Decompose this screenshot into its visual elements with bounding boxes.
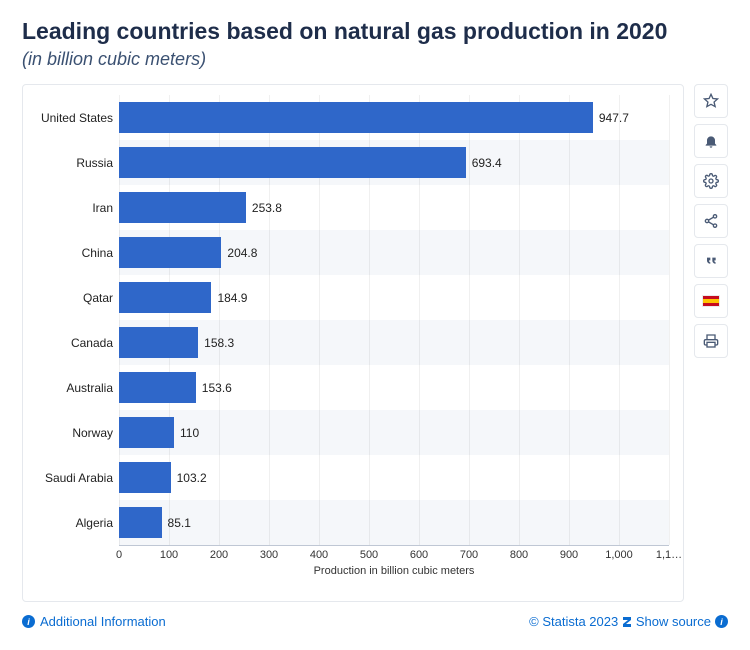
x-tick-label: 300 [260,549,278,561]
language-button[interactable] [694,284,728,318]
x-tick-label: 800 [510,549,528,561]
additional-info-link[interactable]: i Additional Information [22,614,166,629]
bar[interactable] [119,417,174,448]
x-tick-label: 600 [410,549,428,561]
additional-info-label: Additional Information [40,614,166,629]
favorite-button[interactable] [694,84,728,118]
print-button[interactable] [694,324,728,358]
value-label: 693.4 [472,156,502,170]
x-tick-label: 100 [160,549,178,561]
x-tick-label: 700 [460,549,478,561]
x-tick-label: 0 [116,549,122,561]
category-label: Canada [27,336,113,350]
value-label: 103.2 [177,471,207,485]
bar[interactable] [119,102,593,133]
value-label: 184.9 [217,291,247,305]
category-label: China [27,246,113,260]
bar[interactable] [119,507,162,538]
bar[interactable] [119,327,198,358]
bar-row: Qatar184.9 [119,275,669,320]
x-tick-label: 200 [210,549,228,561]
x-axis: 01002003004005006007008009001,0001,1… Pr… [119,545,669,587]
bar[interactable] [119,192,246,223]
bar[interactable] [119,237,221,268]
value-label: 204.8 [227,246,257,260]
bar-row: United States947.7 [119,95,669,140]
alert-button[interactable] [694,124,728,158]
copyright: © Statista 2023 [529,614,632,629]
bar-row: China204.8 [119,230,669,275]
category-label: Norway [27,426,113,440]
info-icon: i [22,615,35,628]
bar-row: Norway110 [119,410,669,455]
category-label: Russia [27,156,113,170]
bar-row: Russia693.4 [119,140,669,185]
category-label: Australia [27,381,113,395]
category-label: Qatar [27,291,113,305]
show-source-link[interactable]: Show source i [636,614,728,629]
value-label: 253.8 [252,201,282,215]
x-tick-label: 400 [310,549,328,561]
plot-area: United States947.7Russia693.4Iran253.8Ch… [119,95,669,545]
bar[interactable] [119,147,466,178]
x-axis-label: Production in billion cubic meters [119,565,669,577]
toolbar [694,84,728,602]
show-source-label: Show source [636,614,711,629]
chart-card: United States947.7Russia693.4Iran253.8Ch… [22,84,684,602]
bar-row: Saudi Arabia103.2 [119,455,669,500]
page-subtitle: (in billion cubic meters) [22,49,728,70]
bar-row: Algeria85.1 [119,500,669,545]
info-icon: i [715,615,728,628]
category-label: Iran [27,201,113,215]
footer: i Additional Information © Statista 2023… [22,612,728,629]
x-tick-label: 1,1… [656,549,682,561]
bar-row: Australia153.6 [119,365,669,410]
value-label: 153.6 [202,381,232,395]
category-label: United States [27,111,113,125]
value-label: 158.3 [204,336,234,350]
bar[interactable] [119,282,211,313]
share-button[interactable] [694,204,728,238]
value-label: 110 [180,426,199,440]
flag-es-icon [702,295,720,307]
chart-container: Leading countries based on natural gas p… [0,0,750,639]
settings-button[interactable] [694,164,728,198]
page-title: Leading countries based on natural gas p… [22,18,728,45]
bar[interactable] [119,372,196,403]
bar-row: Iran253.8 [119,185,669,230]
category-label: Algeria [27,516,113,530]
statista-icon [622,616,632,628]
x-tick-label: 1,000 [605,549,633,561]
category-label: Saudi Arabia [27,471,113,485]
bar-row: Canada158.3 [119,320,669,365]
x-tick-label: 500 [360,549,378,561]
value-label: 947.7 [599,111,629,125]
x-tick-label: 900 [560,549,578,561]
value-label: 85.1 [168,516,191,530]
bar[interactable] [119,462,171,493]
cite-button[interactable] [694,244,728,278]
